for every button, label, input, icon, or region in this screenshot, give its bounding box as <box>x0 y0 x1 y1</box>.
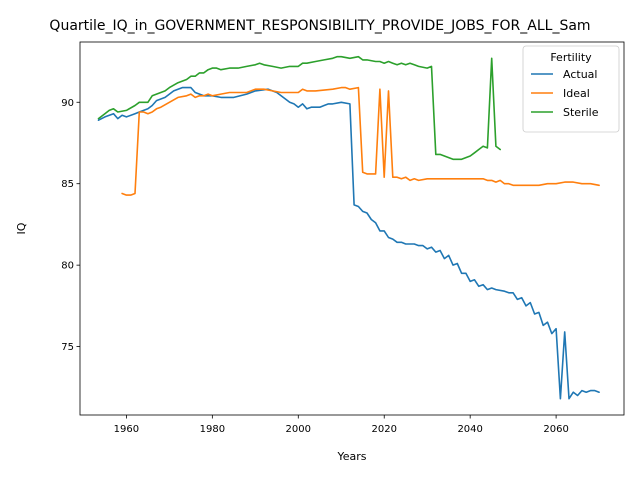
legend-label-ideal: Ideal <box>563 87 590 100</box>
legend-label-actual: Actual <box>563 68 597 81</box>
legend-frame <box>522 45 620 133</box>
axes-frame <box>79 41 625 416</box>
y-tick-label: 80 <box>61 261 74 272</box>
x-tick-label: 2000 <box>286 424 311 435</box>
series-line-actual <box>97 86 600 400</box>
chart-title: Quartile_IQ_in_GOVERNMENT_RESPONSIBILITY… <box>49 18 590 34</box>
x-axis-label: Years <box>336 450 366 463</box>
axes: 1960 1980 2000 2020 2040 2060 75 80 85 90 <box>61 98 569 435</box>
x-tick-label: 2040 <box>457 424 482 435</box>
y-tick-label: 75 <box>61 342 74 353</box>
series-line-sterile <box>97 55 502 161</box>
x-tick-label: 2020 <box>372 424 397 435</box>
x-tick-label: 1960 <box>114 424 139 435</box>
y-tick-label: 85 <box>61 179 74 190</box>
y-axis-label: IQ <box>15 222 28 234</box>
plot-area <box>97 55 600 400</box>
x-tick-label: 1980 <box>200 424 225 435</box>
legend-label-sterile: Sterile <box>563 106 599 119</box>
x-tick-label: 2060 <box>543 424 568 435</box>
series-line-ideal <box>121 86 600 196</box>
legend: Fertility Actual Ideal Sterile <box>522 45 620 133</box>
y-tick-label: 90 <box>61 98 74 109</box>
legend-title: Fertility <box>550 51 592 64</box>
